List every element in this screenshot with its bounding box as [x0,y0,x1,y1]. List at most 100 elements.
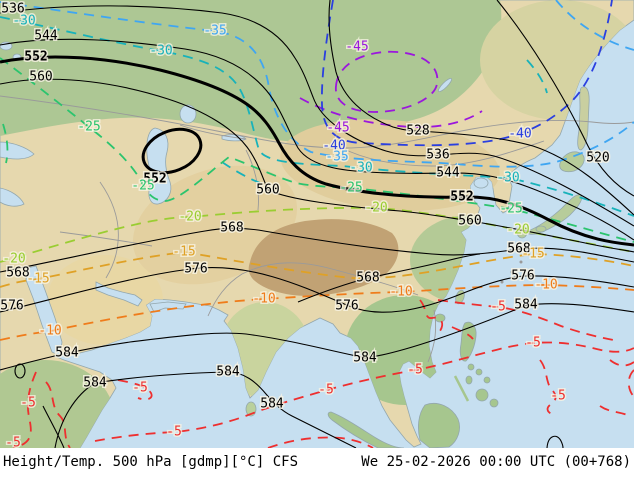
temp-label--5: -5 [132,381,148,396]
temp-label--25: -25 [77,120,100,135]
height-label-584: 584 [260,397,284,412]
temp-label--20: -20 [506,223,529,238]
height-contour-560 [0,78,634,253]
temp-label--40: -40 [508,127,531,142]
height-label-568: 568 [220,221,243,236]
caption-bar: Height/Temp. 500 hPa [gdmp][°C] CFS We 2… [0,448,634,490]
height-label-552: 552 [143,172,166,187]
temp-label--15: -15 [521,247,544,262]
height-label-552: 552 [450,190,473,205]
height-label-544: 544 [436,166,460,181]
shikoku [535,225,547,233]
temp-label--45: -45 [326,121,349,136]
temp-label--5: -5 [550,389,566,404]
height-contour-552 [0,55,634,247]
height-contour-568 [0,227,634,273]
height-label-584: 584 [55,346,79,361]
height-label-568: 568 [507,242,530,257]
height-label-520: 520 [586,151,609,166]
height-contour-520 [496,0,634,197]
temp-label--5: -5 [407,363,423,378]
inland-water [0,41,489,357]
height-contour-544 [0,38,634,241]
temp-label--20: -20 [178,210,201,225]
temp-label--5: -5 [166,425,182,440]
temp-label--30: -30 [149,44,172,59]
height-label-584: 584 [514,298,538,313]
palawan [453,375,470,402]
height-label-576: 576 [511,269,534,284]
height-contour-576 [0,267,634,313]
temp-label--10: -10 [252,292,275,307]
temp-label--5: -5 [20,396,36,411]
height-label-576: 576 [0,299,23,314]
temp-label--30: -30 [349,161,372,176]
temp-contour-minus45 [335,50,439,113]
temp-contour-labels: -30-35-30 -45-45-40-35-30-25-20-40-30-25-… [1,12,568,449]
temp-label--5: -5 [5,436,21,449]
hokkaido [559,151,585,173]
temp-label--15: -15 [26,272,49,287]
temp-label--40: -40 [322,139,345,154]
temp-contour-minus25 [0,57,634,243]
temp-contour-minus10 [0,284,634,341]
height-label-536: 536 [426,148,449,163]
borneo [418,402,460,448]
weather-map: 536 544 552 560 552 560 568 568 576 576 528 536 544 5… [0,0,634,448]
temp-label--10: -10 [534,278,557,293]
red-sea [25,265,63,357]
height-label-560: 560 [29,70,52,85]
height-label-584: 584 [83,376,107,391]
height-contour-536 [0,5,634,227]
temp-label--25: -25 [131,179,154,194]
temp-label--5: -5 [490,300,506,315]
height-contours [0,0,634,448]
height-label-576: 576 [184,262,207,277]
map-canvas: 536 544 552 560 552 560 568 568 576 576 528 536 544 5… [0,0,634,448]
temp-label--35: -35 [203,24,226,39]
temp-contour-minus5 [12,299,634,448]
caspian-sea [146,127,172,205]
honshu [527,194,583,235]
temp-contour-minus40 [320,0,613,147]
temp-label--20: -20 [2,252,25,267]
height-contour-labels: 536 544 552 560 552 560 568 568 576 576 528 536 544 5… [0,0,611,413]
height-label-584: 584 [353,351,377,366]
mindanao [475,388,489,402]
height-label-568: 568 [6,266,29,281]
sumatra [327,411,405,448]
persian-gulf [95,281,143,307]
temp-label--15: -15 [172,245,195,260]
height-label-576: 576 [335,299,358,314]
mediterranean-sea [0,187,25,207]
temp-contour-minus15 [0,251,634,288]
sakhalin [577,86,590,151]
height-label-560: 560 [458,214,481,229]
caption-left: Height/Temp. 500 hPa [gdmp][°C] CFS [3,454,299,470]
height-contour-552-closed-low [141,127,203,175]
height-label-560: 560 [256,183,279,198]
temp-label--45: -45 [345,40,368,55]
bohai-sea [473,177,489,189]
caption-right: We 25-02-2026 00:00 UTC (00+768) [361,454,631,470]
temp-label--30: -30 [12,14,35,29]
temp-label--20: -20 [364,201,387,216]
height-label-536: 536 [1,2,24,17]
temp-label--10: -10 [38,324,61,339]
temp-contour-minus35 [0,1,634,168]
height-contour-528 [328,0,634,216]
temp-label--10: -10 [389,285,412,300]
temp-label--5: -5 [318,383,334,398]
hainan [434,313,446,323]
temp-label--25: -25 [339,181,362,196]
height-label-544: 544 [34,29,58,44]
temp-label--5: -5 [525,336,541,351]
height-label-568: 568 [356,271,379,286]
lake-baikal [437,77,453,93]
height-label-528: 528 [406,124,429,139]
aral-sea [179,104,197,124]
luzon [459,321,477,362]
islands [245,86,590,448]
height-label-584: 584 [216,365,240,380]
